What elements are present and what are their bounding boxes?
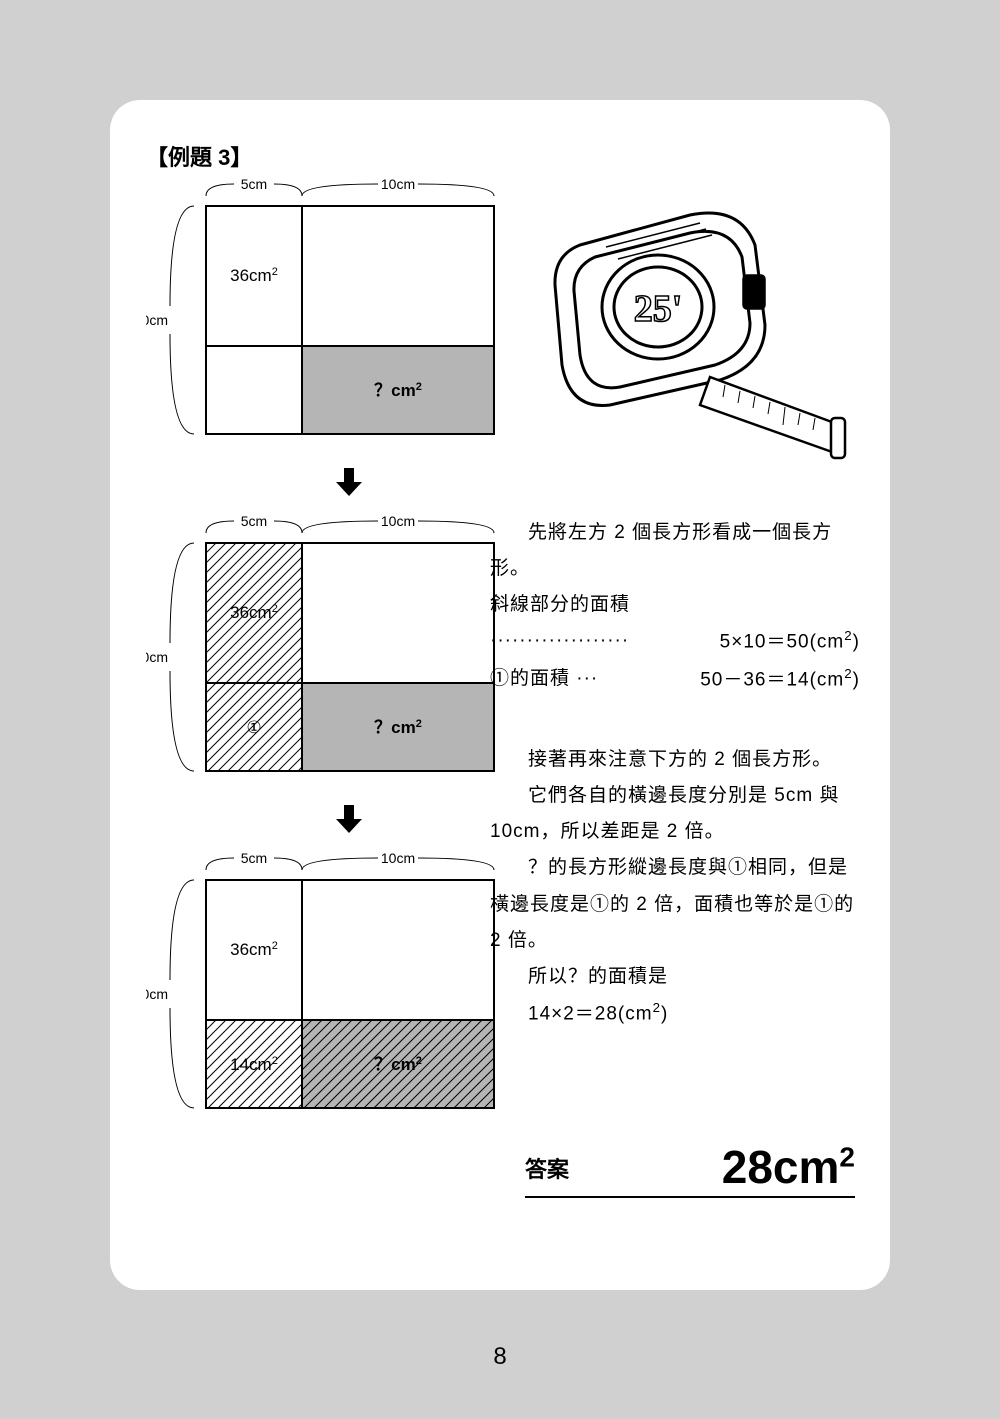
diagram-column: 5cm 10cm 10cm 36cm2 ？cm2 5cm 10cm 10cm 36cm2 ① ？c…: [146, 170, 546, 1148]
diagram-1: 5cm 10cm 10cm 36cm2 ？cm2: [146, 170, 546, 454]
explanation-text: 先將左方 2 個長方形看成一個長方形。 斜線部分的面積 ············…: [490, 515, 860, 1032]
arrow-down-1: [204, 468, 494, 503]
svg-text:①: ①: [246, 718, 261, 737]
answer-value: 28cm2: [722, 1140, 855, 1194]
exp-p3: ···················5×10＝50(cm2): [490, 623, 860, 660]
exp-p6: 它們各自的橫邊長度分別是 5cm 與 10cm，所以差距是 2 倍。: [490, 778, 860, 850]
svg-text:？cm2: ？cm2: [374, 1055, 422, 1074]
page-card: 【例題 3】 5cm 10cm 10cm 36cm2 ？cm2 5cm 10cm 10cm 3…: [110, 100, 890, 1290]
exp-p8: 所以？的面積是: [490, 959, 860, 995]
svg-text:10cm: 10cm: [146, 986, 168, 1002]
svg-text:？cm2: ？cm2: [374, 381, 422, 400]
svg-text:14cm2: 14cm2: [230, 1055, 278, 1074]
svg-text:？cm2: ？cm2: [374, 718, 422, 737]
page-number: 8: [0, 1343, 1000, 1371]
exp-p4: ①的面積 ···50－36＝14(cm2): [490, 661, 860, 698]
svg-text:10cm: 10cm: [381, 850, 415, 866]
answer-label: 答案: [525, 1152, 569, 1194]
example-title: 【例題 3】: [146, 140, 854, 172]
exp-p1: 先將左方 2 個長方形看成一個長方形。: [490, 515, 860, 587]
svg-text:5cm: 5cm: [241, 176, 267, 192]
tape-measure-illustration: 25': [540, 205, 850, 470]
svg-text:10cm: 10cm: [381, 513, 415, 529]
svg-text:36cm2: 36cm2: [230, 266, 278, 285]
diagram-3: 5cm 10cm 10cm 36cm2 14cm2 ？cm2: [146, 844, 546, 1128]
svg-text:5cm: 5cm: [241, 850, 267, 866]
svg-text:5cm: 5cm: [241, 513, 267, 529]
svg-text:36cm2: 36cm2: [230, 603, 278, 622]
svg-text:10cm: 10cm: [146, 649, 168, 665]
svg-text:10cm: 10cm: [381, 176, 415, 192]
diagram-2: 5cm 10cm 10cm 36cm2 ① ？cm2: [146, 507, 546, 791]
arrow-down-2: [204, 805, 494, 840]
exp-p9: 14×2＝28(cm2): [490, 995, 860, 1032]
tape-label: 25': [634, 288, 683, 330]
exp-p7: ？的長方形縱邊長度與①相同，但是橫邊長度是①的 2 倍，面積也等於是①的 2 倍…: [490, 850, 860, 958]
svg-text:10cm: 10cm: [146, 312, 168, 328]
exp-p2: 斜線部分的面積: [490, 587, 860, 623]
exp-p5: 接著再來注意下方的 2 個長方形。: [490, 742, 860, 778]
svg-text:36cm2: 36cm2: [230, 940, 278, 959]
answer-row: 答案 28cm2: [525, 1140, 855, 1198]
